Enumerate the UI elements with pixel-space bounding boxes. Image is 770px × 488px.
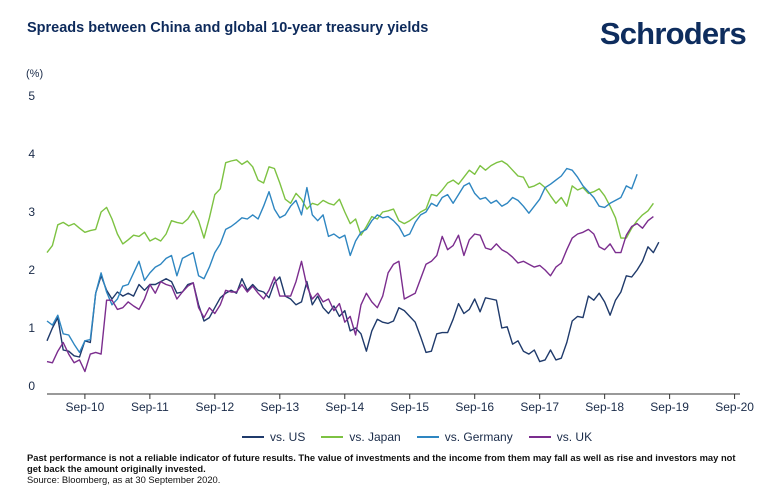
legend-item-us: vs. US: [242, 430, 305, 444]
y-tick-label: 5: [28, 89, 35, 103]
series-line-japan: [46, 159, 654, 254]
x-tick-label: Sep-20: [715, 400, 754, 414]
x-tick-label: Sep-16: [455, 400, 494, 414]
series-line-us: [46, 241, 660, 363]
y-tick-label: 0: [28, 379, 35, 393]
x-tick-label: Sep-17: [520, 400, 559, 414]
chart-title: Spreads between China and global 10-year…: [27, 20, 429, 36]
y-tick-label: 1: [28, 321, 35, 335]
line-chart: 0 1 2 3 4 5 Sep-10 Sep-11 Sep-12 Sep-13 Sep-14 Sep-…: [28, 89, 754, 414]
x-tick-label: Sep-10: [66, 400, 105, 414]
chart-legend: vs. US vs. Japan vs. Germany vs. UK: [242, 430, 608, 444]
y-tick-label: 2: [28, 263, 35, 277]
x-tick-label: Sep-15: [390, 400, 429, 414]
y-axis-unit-label: (%): [26, 68, 44, 80]
legend-item-japan: vs. Japan: [321, 430, 401, 444]
x-tick-label: Sep-11: [131, 400, 169, 414]
legend-swatch-japan: [321, 436, 344, 438]
legend-label-germany: vs. Germany: [444, 430, 513, 444]
legend-label-uk: vs. UK: [556, 430, 593, 444]
y-tick-label: 4: [28, 147, 35, 161]
series-line-uk: [46, 216, 654, 373]
y-tick-label: 3: [28, 205, 35, 219]
x-tick-label: Sep-18: [585, 400, 624, 414]
x-tick-label: Sep-19: [650, 400, 689, 414]
legend-label-japan: vs. Japan: [349, 430, 401, 444]
schroders-logo: Schroders: [599, 16, 747, 51]
legend-swatch-germany: [416, 436, 439, 438]
series-line-germany: [46, 167, 638, 354]
legend-swatch-us: [242, 436, 264, 438]
legend-label-us: vs. US: [270, 430, 306, 444]
x-tick-label: Sep-14: [325, 400, 364, 414]
performance-disclaimer: Past performance is not a reliable indic…: [27, 452, 736, 474]
legend-swatch-uk: [528, 436, 551, 438]
legend-item-uk: vs. UK: [528, 430, 593, 444]
x-tick-label: Sep-12: [195, 400, 234, 414]
source-note: Source: Bloomberg, as at 30 September 20…: [27, 474, 221, 485]
legend-item-germany: vs. Germany: [416, 430, 513, 444]
x-tick-label: Sep-13: [260, 400, 299, 414]
